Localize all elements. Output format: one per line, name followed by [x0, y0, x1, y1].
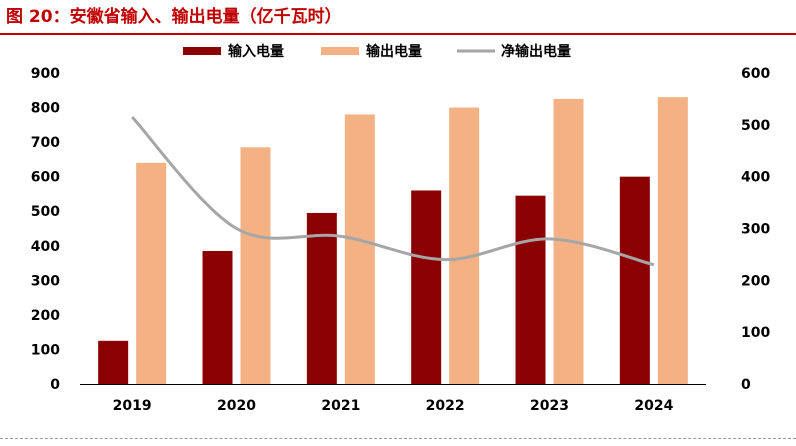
output-bar — [449, 107, 480, 385]
right-axis-tick-label: 300 — [741, 222, 770, 238]
input-bar — [515, 195, 546, 384]
left-axis-tick-label: 400 — [31, 239, 60, 255]
x-axis-tick-label: 2019 — [113, 398, 152, 414]
left-axis-tick-label: 300 — [31, 273, 60, 289]
legend-label: 输入电量 — [228, 43, 284, 60]
left-axis: 0 100 200 300 400 500 600 700 800 900 — [31, 66, 60, 393]
bar-series-group — [98, 97, 688, 385]
left-axis-tick-label: 100 — [31, 342, 60, 358]
x-axis-tick-label: 2022 — [426, 398, 465, 414]
legend-swatch — [183, 47, 221, 55]
legend-label: 输出电量 — [366, 43, 422, 60]
right-axis-tick-label: 0 — [741, 377, 751, 393]
left-axis-tick-label: 500 — [31, 204, 60, 220]
figure-title: 图 20：安徽省输入、输出电量（亿千瓦时） — [6, 7, 342, 27]
legend-item-input: 输入电量 — [183, 43, 284, 60]
input-bar — [411, 190, 442, 384]
input-bar — [98, 340, 129, 384]
output-bar — [344, 114, 375, 384]
left-axis-tick-label: 200 — [31, 308, 60, 324]
legend-item-output: 输出电量 — [321, 43, 422, 60]
footer-divider — [0, 438, 796, 439]
legend-label: 净输出电量 — [501, 43, 571, 60]
x-axis: 2019 2020 2021 2022 2023 2024 — [113, 398, 674, 414]
legend-item-net: 净输出电量 — [457, 43, 571, 60]
left-axis-tick-label: 700 — [31, 135, 60, 151]
net-line-group — [131, 116, 655, 267]
x-axis-tick-label: 2021 — [321, 398, 360, 414]
left-axis-tick-label: 800 — [31, 101, 60, 117]
right-axis-tick-label: 500 — [741, 118, 770, 134]
right-axis-tick-label: 200 — [741, 273, 770, 289]
right-axis-tick-label: 600 — [741, 66, 770, 82]
x-axis-tick-label: 2023 — [530, 398, 569, 414]
chart-legend: 输入电量 输出电量 净输出电量 — [183, 43, 571, 60]
input-bar — [202, 250, 233, 384]
output-bar — [136, 162, 167, 384]
output-bar — [240, 147, 271, 384]
right-axis-tick-label: 400 — [741, 170, 770, 186]
left-axis-tick-label: 900 — [31, 66, 60, 82]
x-axis-tick-label: 2020 — [217, 398, 256, 414]
input-bar — [619, 176, 650, 384]
legend-swatch — [321, 47, 359, 55]
right-axis-tick-label: 100 — [741, 325, 770, 341]
x-axis-tick-label: 2024 — [634, 398, 673, 414]
chart-svg: 输入电量 输出电量 净输出电量 0 100 200 300 400 500 600 700 800 9… — [31, 43, 771, 414]
net-output-line — [131, 116, 655, 267]
right-axis: 0 100 200 300 400 500 600 — [741, 66, 770, 393]
output-bar — [657, 97, 688, 384]
left-axis-tick-label: 600 — [31, 170, 60, 186]
input-bar — [306, 212, 337, 384]
title-rule — [0, 33, 796, 35]
left-axis-tick-label: 0 — [50, 377, 60, 393]
